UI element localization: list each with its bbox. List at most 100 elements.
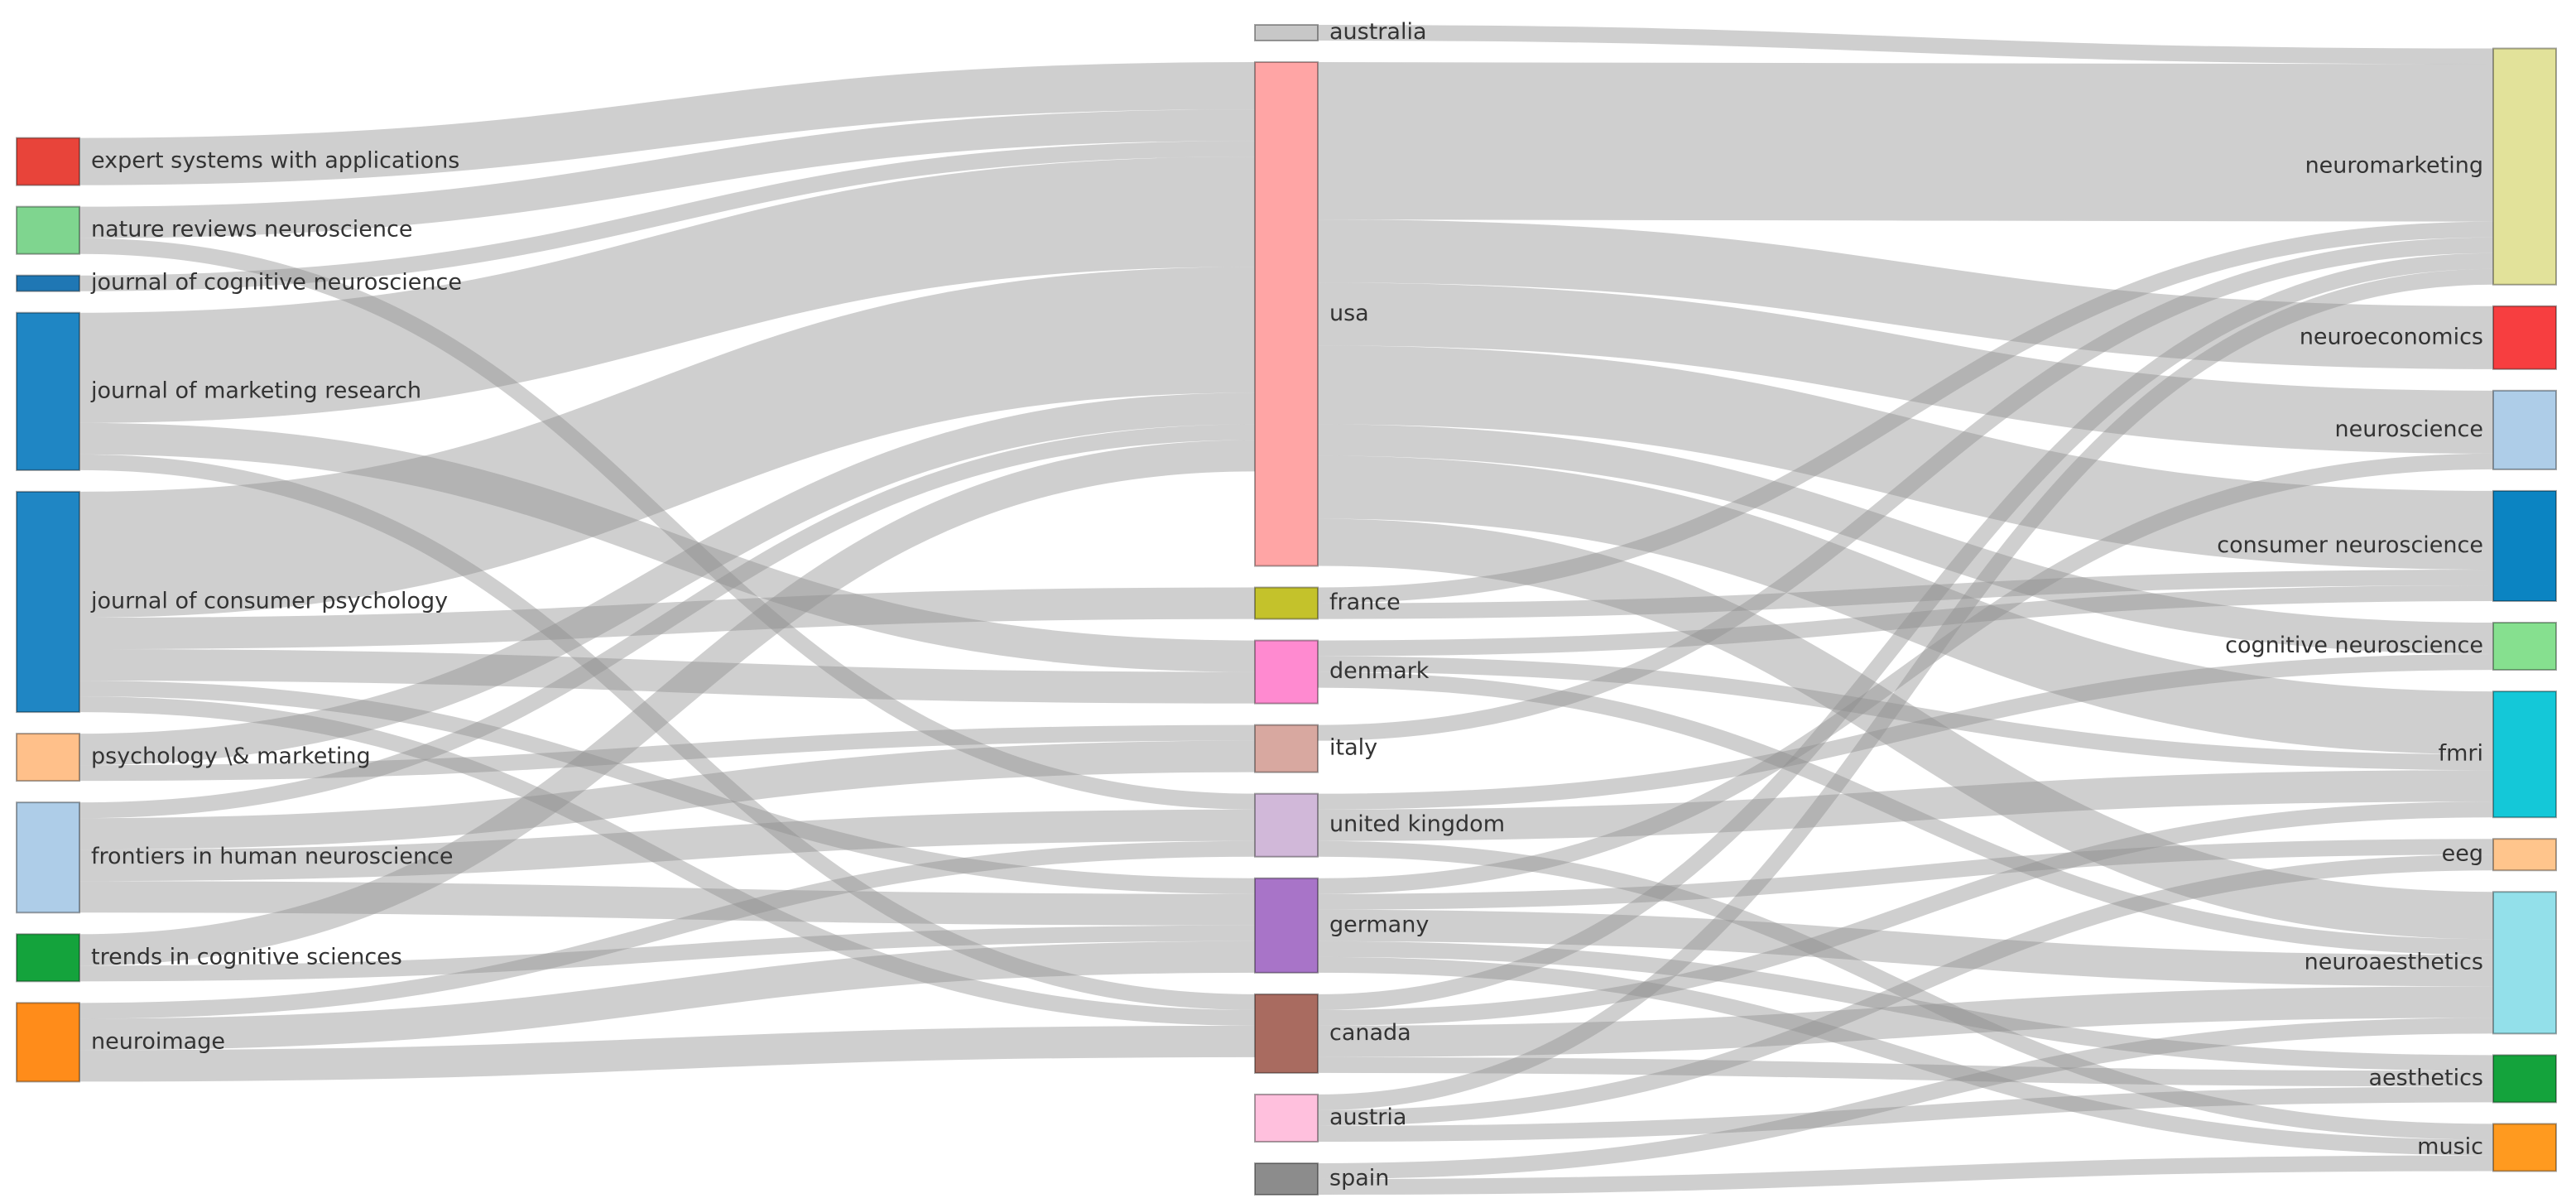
link-ni-to-uk <box>79 840 1256 1019</box>
label-fhn: frontiers in human neuroscience <box>91 844 454 869</box>
node-ni[interactable] <box>16 1002 80 1083</box>
label-neuroaesthetics: neuroaesthetics <box>2304 949 2483 974</box>
node-jcp[interactable] <box>16 490 80 714</box>
link-jcp-to-canada <box>79 696 1256 1026</box>
link-germany-to-neuroscience <box>1317 453 2494 894</box>
link-nrn-to-uk <box>79 238 1256 810</box>
node-fhn[interactable] <box>16 801 80 914</box>
label-pm: psychology \& marketing <box>91 743 371 769</box>
node-eeg[interactable] <box>2492 838 2557 872</box>
node-neuromarketing[interactable] <box>2492 47 2557 286</box>
label-cognitive: cognitive neuroscience <box>2225 633 2483 658</box>
node-uk[interactable] <box>1254 792 1319 858</box>
node-consumer[interactable] <box>2492 489 2557 603</box>
label-austria: austria <box>1329 1104 1406 1130</box>
label-spain: spain <box>1329 1165 1389 1191</box>
link-fhn-to-uk <box>79 809 1256 882</box>
label-tcs: trends in cognitive sciences <box>91 944 402 970</box>
node-aesthetics[interactable] <box>2492 1054 2557 1104</box>
label-france: france <box>1329 589 1401 615</box>
node-germany[interactable] <box>1254 877 1319 974</box>
link-fhn-to-usa <box>79 424 1256 819</box>
label-denmark: denmark <box>1329 658 1430 684</box>
link-canada-to-neuroaesthetics <box>1317 986 2494 1057</box>
link-germany-to-neuroaesthetics <box>1317 909 2494 987</box>
link-france-to-neuromarketing <box>1317 221 2494 604</box>
node-neuroeconomics[interactable] <box>2492 305 2557 370</box>
link-germany-to-eeg <box>1317 839 2494 910</box>
node-denmark[interactable] <box>1254 639 1319 705</box>
label-fmri: fmri <box>2439 741 2483 767</box>
link-austria-to-neuromarketing <box>1317 268 2494 1110</box>
link-spain-to-music <box>1317 1155 2494 1195</box>
node-australia[interactable] <box>1254 24 1319 42</box>
link-italy-to-neuromarketing <box>1317 237 2494 741</box>
link-uk-to-fmri <box>1317 770 2494 841</box>
link-france-to-consumer <box>1317 569 2494 619</box>
node-tcs[interactable] <box>16 933 80 983</box>
node-usa[interactable] <box>1254 61 1319 567</box>
node-pm[interactable] <box>16 733 80 782</box>
link-expert-to-usa <box>79 62 1256 185</box>
node-music[interactable] <box>2492 1123 2557 1172</box>
link-jcp-to-france <box>79 587 1256 650</box>
link-austria-to-aesthetics <box>1317 1086 2494 1142</box>
node-jmr[interactable] <box>16 311 80 471</box>
link-germany-to-aesthetics <box>1317 941 2494 1071</box>
node-nrn[interactable] <box>16 205 80 255</box>
label-canada: canada <box>1329 1020 1411 1046</box>
link-denmark-to-fmri <box>1317 656 2494 771</box>
link-pm-to-usa <box>79 392 1256 766</box>
link-jmr-to-usa <box>79 156 1256 423</box>
link-jcp-to-denmark <box>79 649 1256 704</box>
link-tcs-to-germany <box>79 925 1256 982</box>
label-australia: australia <box>1329 19 1427 45</box>
link-jcp-to-germany <box>79 681 1256 894</box>
link-denmark-to-neuroaesthetics <box>1317 671 2494 955</box>
node-expert[interactable] <box>16 137 80 186</box>
label-uk: united kingdom <box>1329 811 1505 837</box>
link-fhn-to-germany <box>79 881 1256 926</box>
link-austria-to-eeg <box>1317 854 2494 1126</box>
node-jcn[interactable] <box>16 274 80 292</box>
link-jmr-to-denmark <box>79 422 1256 672</box>
node-canada[interactable] <box>1254 993 1319 1074</box>
link-fhn-to-italy <box>79 740 1256 850</box>
link-jcp-to-usa <box>79 267 1256 618</box>
link-ni-to-germany <box>79 941 1256 1051</box>
labels-layer: expert systems with applications nature r… <box>90 19 2483 1191</box>
label-neuroscience: neuroscience <box>2335 416 2483 442</box>
link-usa-to-neuromarketing <box>1317 62 2494 222</box>
label-expert: expert systems with applications <box>91 148 459 174</box>
link-ni-to-canada <box>79 1025 1256 1082</box>
label-italy: italy <box>1329 735 1377 761</box>
node-cognitive[interactable] <box>2492 622 2557 671</box>
node-spain[interactable] <box>1254 1162 1319 1196</box>
link-denmark-to-consumer <box>1317 585 2494 657</box>
node-neuroscience[interactable] <box>2492 389 2557 470</box>
link-usa-to-cognitive <box>1317 424 2494 655</box>
link-nrn-to-usa <box>79 109 1256 238</box>
link-usa-to-fmri <box>1317 455 2494 755</box>
node-austria[interactable] <box>1254 1093 1319 1143</box>
label-jmr: journal of marketing research <box>90 378 421 403</box>
links-layer <box>79 25 2494 1195</box>
label-germany: germany <box>1329 912 1429 937</box>
node-france[interactable] <box>1254 586 1319 620</box>
node-neuroaesthetics[interactable] <box>2492 891 2557 1035</box>
label-aesthetics: aesthetics <box>2368 1065 2483 1090</box>
link-uk-to-cognitive <box>1317 654 2494 810</box>
link-usa-to-neuroeconomics <box>1317 219 2494 369</box>
link-canada-to-fmri <box>1317 801 2494 1026</box>
label-neuromarketing: neuromarketing <box>2305 153 2483 179</box>
link-jcn-to-usa <box>79 141 1256 291</box>
label-jcn: journal of cognitive neuroscience <box>90 270 462 296</box>
label-consumer: consumer neuroscience <box>2217 532 2483 558</box>
label-nrn: nature reviews neuroscience <box>91 217 412 243</box>
link-usa-to-neuroscience <box>1317 282 2494 454</box>
link-canada-to-aesthetics <box>1317 1056 2494 1087</box>
node-fmri[interactable] <box>2492 691 2557 819</box>
label-ni: neuroimage <box>91 1028 225 1054</box>
node-italy[interactable] <box>1254 724 1319 773</box>
